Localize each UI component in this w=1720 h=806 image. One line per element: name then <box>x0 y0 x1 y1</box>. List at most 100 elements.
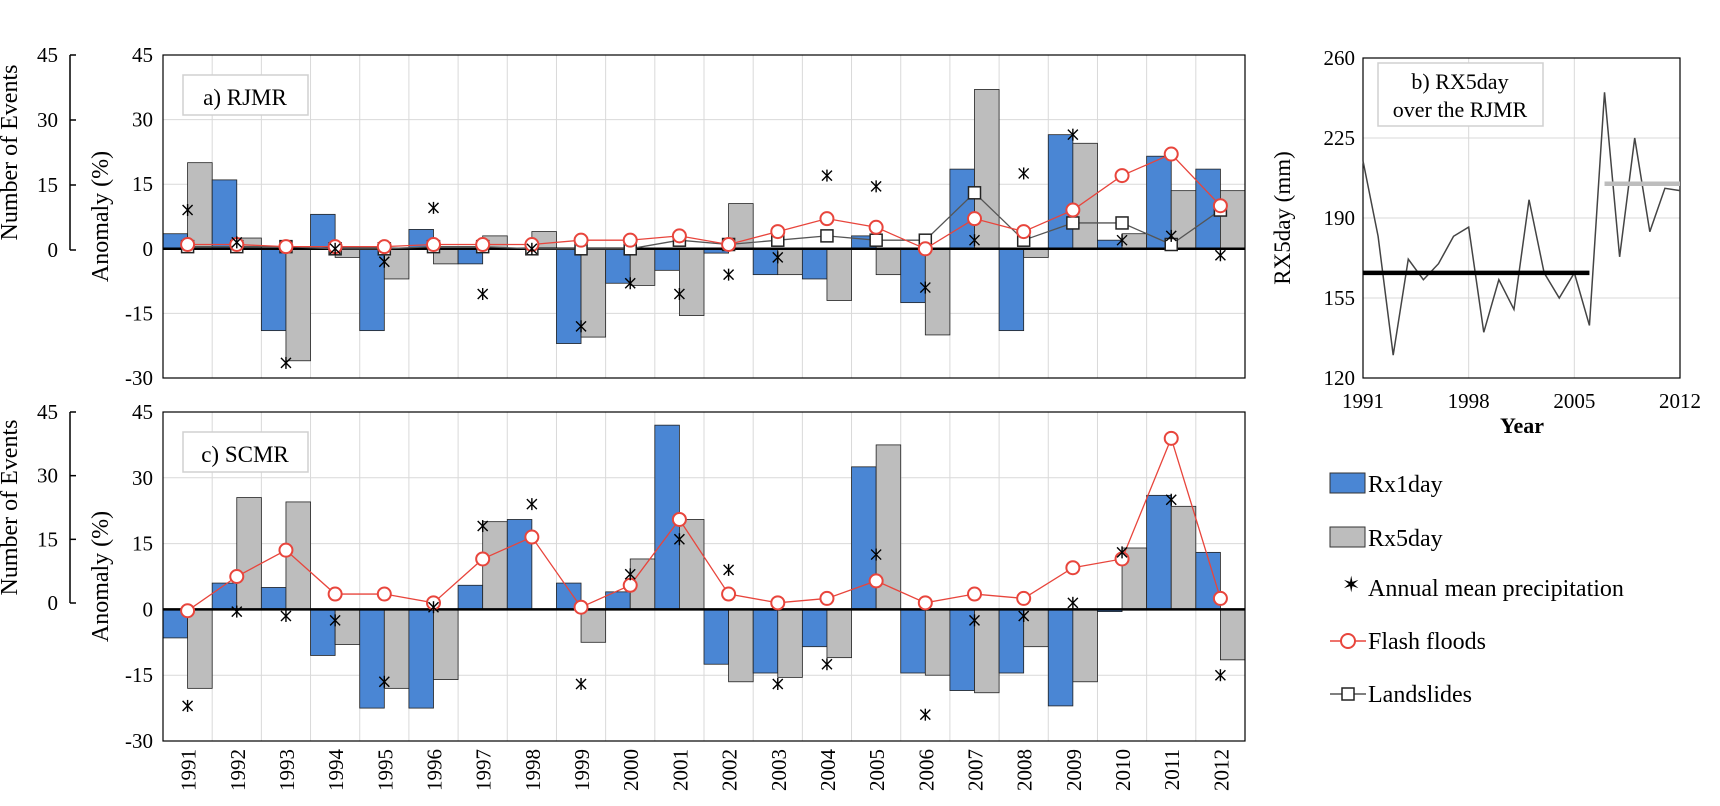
annual-precip-point <box>870 180 882 193</box>
rx1day-bar <box>556 248 582 344</box>
x-tick-label: 1995 <box>373 749 397 791</box>
rx1day-bar <box>752 609 779 674</box>
rx5day-bar <box>1170 505 1197 610</box>
svg-text:c) SCMR: c) SCMR <box>201 442 289 467</box>
rx5day-bar <box>777 609 803 678</box>
flash-floods-point <box>868 219 884 235</box>
annual-precip-point <box>378 255 390 268</box>
y-axis-label: RX5day (mm) <box>1270 151 1295 285</box>
events-tick-label: 15 <box>37 173 58 197</box>
events-axis-label: Number of Events <box>0 420 23 596</box>
flash-floods-point <box>573 599 589 615</box>
legend: Rx1day Rx5day ✶ Annual mean precipitatio… <box>1329 472 1624 708</box>
events-tick-label: 30 <box>37 108 58 132</box>
annual-precip-point <box>1116 546 1128 559</box>
annual-precip-point <box>575 320 587 333</box>
annual-precip-point <box>919 708 931 721</box>
x-tick-label: 2008 <box>1013 749 1037 791</box>
flash-floods-point <box>475 236 491 252</box>
rx1day-bar <box>1047 134 1074 250</box>
panel-b-rx5day: 120 155 190 225 260 1991 1998 2005 2012 b) RX5day… <box>1270 46 1701 438</box>
rx5day-bar <box>679 519 705 610</box>
y-tick-label: 30 <box>132 466 153 490</box>
y-tick-label: -15 <box>125 301 153 325</box>
rx5day-bar <box>924 609 951 676</box>
flash-floods-point <box>180 603 196 619</box>
events-tick-label: 45 <box>37 400 58 424</box>
rx1day-bar <box>1146 155 1172 250</box>
legend-annual-label: Annual mean precipitation <box>1368 576 1624 602</box>
x-tick-label: 2003 <box>767 749 791 791</box>
y-tick-label: 0 <box>143 237 154 261</box>
y-tick-label: 0 <box>143 597 154 621</box>
annual-precip-point <box>919 281 931 294</box>
rx5day-bar <box>826 248 852 301</box>
flash-floods-point <box>426 236 441 252</box>
plot-frame <box>1362 57 1681 379</box>
flash-floods-point <box>229 569 245 584</box>
panel-c-scmr: -30 -15 0 15 30 45 Anomaly (%) 0 15 30 45 Number of… <box>0 400 1246 791</box>
y-tick-label: 260 <box>1324 46 1356 70</box>
rx5day-bar <box>875 248 902 276</box>
x-tick-label: 2001 <box>668 749 692 791</box>
landslides-point <box>869 233 883 247</box>
flash-floods-point <box>1114 168 1130 184</box>
flash-floods-point <box>1163 430 1179 446</box>
annual-precip-point <box>772 251 784 264</box>
annual-precip-point <box>723 268 735 281</box>
rx1day-bar <box>801 248 828 280</box>
annual-precip-point <box>280 609 292 622</box>
annual-precip-point <box>428 201 439 214</box>
rx1day-bar <box>260 587 287 610</box>
legend-rx5day-label: Rx5day <box>1368 526 1443 552</box>
flash-floods-point <box>917 241 933 257</box>
panel-label: c) SCMR <box>182 431 309 473</box>
rx5day-bar <box>383 609 410 689</box>
rx1day-bar <box>900 248 926 304</box>
flash-floods-point <box>819 590 835 606</box>
flash-floods-point <box>819 211 835 227</box>
x-tick-label: 2000 <box>619 749 643 791</box>
rx1day-bar <box>900 609 926 674</box>
x-tick-label: 1996 <box>423 749 447 791</box>
annual-precip-point <box>821 658 833 671</box>
legend-rx1day-label: Rx1day <box>1368 472 1443 498</box>
y-tick-label: 190 <box>1324 206 1356 230</box>
flash-floods-line <box>187 436 1222 612</box>
landslides-point <box>820 229 834 243</box>
x-tick-label: 2006 <box>914 749 938 791</box>
flash-floods-point <box>278 542 294 558</box>
svg-text:over the RJMR: over the RJMR <box>1393 97 1528 122</box>
flash-floods-point <box>1065 560 1081 576</box>
annual-precip-point <box>1018 609 1030 622</box>
annual-precip-point <box>1067 596 1079 609</box>
panel-a-rjmr: -30 -15 0 15 30 45 Anomaly (%) 0 15 30 45 Number of… <box>0 43 1246 390</box>
flash-floods-point <box>475 551 491 567</box>
flash-floods-point <box>180 236 196 252</box>
legend-landslide-label: Landslides <box>1368 682 1472 708</box>
rx1day-bar <box>1047 609 1074 707</box>
x-tick-label: 1998 <box>521 749 545 791</box>
flash-floods-point <box>721 586 737 602</box>
y-tick-label: -15 <box>125 663 153 687</box>
events-tick-label: 30 <box>37 464 58 488</box>
rx1day-bar <box>408 609 434 709</box>
x-tick-label: 2012 <box>1659 389 1701 413</box>
annual-precip-point <box>1165 229 1177 242</box>
flash-floods-point <box>524 529 540 545</box>
flash-floods-point <box>967 586 982 602</box>
rx5day-bar <box>974 609 1000 694</box>
rx1day-bar <box>359 248 385 332</box>
legend-rx5day-swatch <box>1329 526 1366 548</box>
rx1day-bar <box>605 248 631 284</box>
landslides-point <box>1115 216 1129 230</box>
flash-floods-point <box>721 236 737 252</box>
flash-floods-point <box>671 228 687 244</box>
annual-precip-point <box>673 288 685 301</box>
annual-precip-point <box>1214 249 1226 262</box>
rx1day-bar <box>457 584 484 610</box>
x-tick-label: 1991 <box>177 749 201 791</box>
y-axis-label: Anomaly (%) <box>88 151 114 282</box>
x-tick-label: 2011 <box>1160 749 1184 790</box>
y-tick-label: 30 <box>132 108 153 132</box>
